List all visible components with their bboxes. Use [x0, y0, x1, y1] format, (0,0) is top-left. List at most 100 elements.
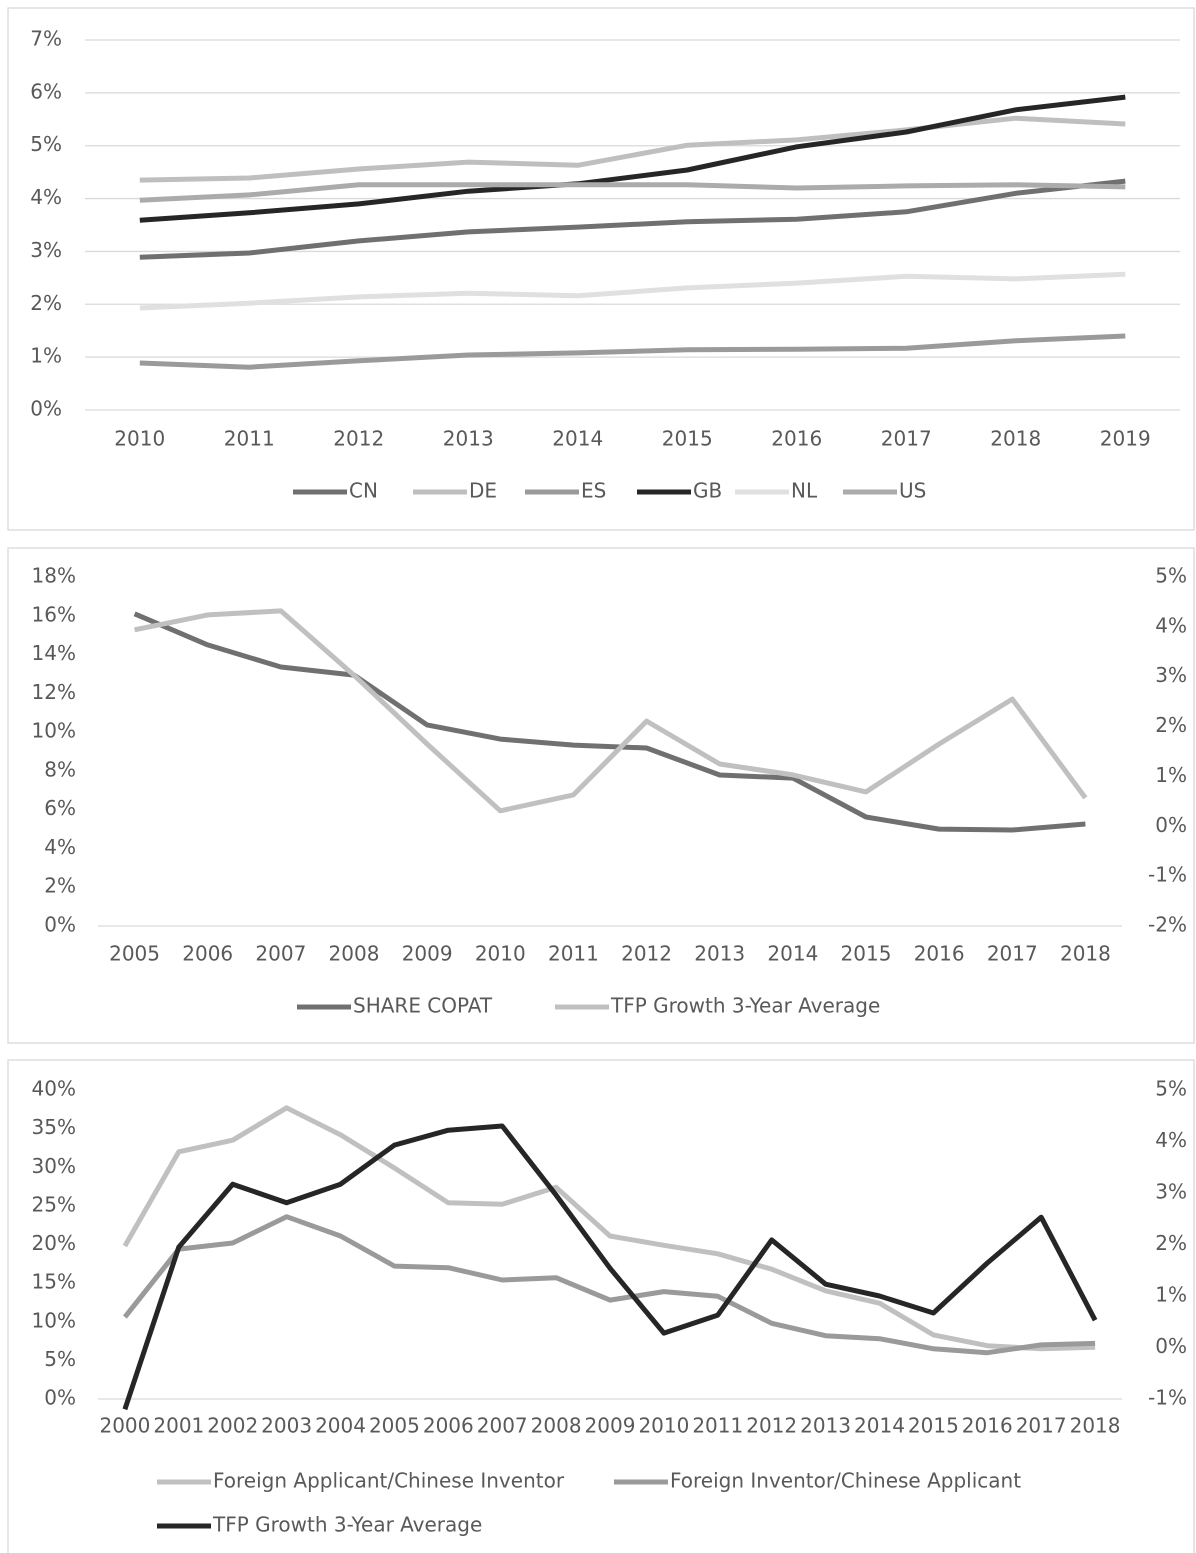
y2-tick-label: -1% — [1148, 1386, 1187, 1410]
x-tick-label: 2019 — [1100, 427, 1151, 451]
y-tick-label: 5% — [44, 1347, 76, 1371]
y2-tick-label: 1% — [1155, 763, 1187, 787]
y-tick-label: 3% — [30, 238, 62, 262]
y-tick-label: 2% — [30, 291, 62, 315]
x-tick-label: 2009 — [402, 942, 453, 966]
x-tick-label: 2013 — [694, 942, 745, 966]
x-tick-label: 2012 — [621, 942, 672, 966]
x-tick-label: 2018 — [1060, 942, 1111, 966]
y-tick-label: 16% — [32, 602, 76, 626]
y-tick-label: 30% — [32, 1154, 76, 1178]
y2-tick-label: 5% — [1155, 564, 1187, 588]
x-tick-label: 2007 — [477, 1414, 528, 1438]
y2-tick-label: 0% — [1155, 1334, 1187, 1358]
y-tick-label: 35% — [32, 1115, 76, 1139]
x-tick-label: 2017 — [1016, 1414, 1067, 1438]
y2-tick-label: 4% — [1155, 613, 1187, 637]
x-tick-label: 2015 — [662, 427, 713, 451]
x-tick-label: 2001 — [153, 1414, 204, 1438]
y-tick-label: 10% — [32, 719, 76, 743]
y-tick-label: 5% — [30, 132, 62, 156]
x-tick-label: 2015 — [908, 1414, 959, 1438]
y-tick-label: 18% — [32, 564, 76, 588]
chart-frame — [7, 547, 1195, 1044]
legend-label: Foreign Applicant/Chinese Inventor — [213, 1469, 565, 1493]
y-tick-label: 40% — [32, 1077, 76, 1101]
legend-label: GB — [693, 479, 722, 503]
x-tick-label: 2011 — [224, 427, 275, 451]
y-tick-label: 4% — [44, 835, 76, 859]
x-tick-label: 2004 — [315, 1414, 366, 1438]
y-tick-label: 10% — [32, 1308, 76, 1332]
series-line — [133, 611, 1086, 833]
x-tick-label: 2014 — [854, 1414, 905, 1438]
legend-label: TFP Growth 3-Year Average — [212, 1513, 482, 1537]
y-tick-label: 0% — [30, 397, 62, 421]
y2-tick-label: 2% — [1155, 1231, 1187, 1255]
x-tick-label: 2006 — [423, 1414, 474, 1438]
legend-label: ES — [581, 479, 606, 503]
chart-frame — [7, 7, 1195, 531]
x-tick-label: 2016 — [771, 427, 822, 451]
y2-tick-label: -1% — [1148, 863, 1187, 887]
x-tick-label: 2011 — [548, 942, 599, 966]
y2-tick-label: 0% — [1155, 813, 1187, 837]
x-tick-label: 2008 — [531, 1414, 582, 1438]
y-tick-label: 6% — [30, 79, 62, 103]
y-tick-label: 4% — [30, 185, 62, 209]
series-line — [134, 608, 1088, 814]
series-line — [139, 94, 1126, 223]
y-tick-label: 6% — [44, 796, 76, 820]
x-tick-label: 2016 — [914, 942, 965, 966]
legend-label: NL — [791, 479, 818, 503]
x-tick-label: 2016 — [962, 1414, 1013, 1438]
series-line — [122, 1123, 1098, 1411]
legend-label: Foreign Inventor/Chinese Applicant — [670, 1469, 1021, 1493]
series-line — [139, 178, 1126, 260]
series-line — [139, 271, 1126, 311]
x-tick-label: 2018 — [1070, 1414, 1121, 1438]
y-tick-label: 2% — [44, 874, 76, 898]
x-tick-label: 2012 — [333, 427, 384, 451]
y-tick-label: 1% — [30, 344, 62, 368]
series-line — [122, 1214, 1096, 1356]
x-tick-label: 2008 — [329, 942, 380, 966]
x-tick-label: 2006 — [182, 942, 233, 966]
chart-frame — [7, 1059, 1195, 1553]
x-tick-label: 2000 — [99, 1414, 150, 1438]
x-tick-label: 2013 — [443, 427, 494, 451]
y2-tick-label: 5% — [1155, 1077, 1187, 1101]
x-tick-label: 2018 — [990, 427, 1041, 451]
series-line — [139, 115, 1126, 183]
legend-label: DE — [469, 479, 497, 503]
y2-tick-label: 2% — [1155, 713, 1187, 737]
x-tick-label: 2010 — [114, 427, 165, 451]
y2-tick-label: 3% — [1155, 1180, 1187, 1204]
x-tick-label: 2012 — [746, 1414, 797, 1438]
x-tick-label: 2003 — [261, 1414, 312, 1438]
y-tick-label: 8% — [44, 757, 76, 781]
x-tick-label: 2005 — [109, 942, 160, 966]
x-tick-label: 2013 — [800, 1414, 851, 1438]
x-tick-label: 2014 — [767, 942, 818, 966]
y-tick-label: 14% — [32, 641, 76, 665]
series-line — [139, 182, 1126, 203]
y-tick-label: 20% — [32, 1231, 76, 1255]
y-tick-label: 25% — [32, 1192, 76, 1216]
y2-tick-label: 3% — [1155, 663, 1187, 687]
series-line — [139, 333, 1126, 370]
y2-tick-label: -2% — [1148, 913, 1187, 937]
x-tick-label: 2007 — [255, 942, 306, 966]
x-tick-label: 2014 — [552, 427, 603, 451]
x-tick-label: 2011 — [692, 1414, 743, 1438]
x-tick-label: 2015 — [841, 942, 892, 966]
legend-label: SHARE COPAT — [353, 994, 493, 1018]
y-tick-label: 15% — [32, 1270, 76, 1294]
x-tick-label: 2002 — [207, 1414, 258, 1438]
y-tick-label: 7% — [30, 27, 62, 51]
legend-label: CN — [349, 479, 378, 503]
y2-tick-label: 1% — [1155, 1283, 1187, 1307]
series-line — [122, 1105, 1096, 1352]
x-tick-label: 2010 — [475, 942, 526, 966]
